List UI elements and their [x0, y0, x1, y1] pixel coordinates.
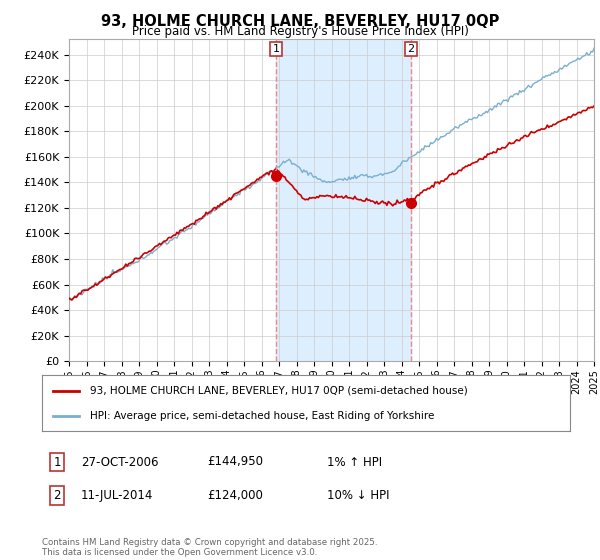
Text: 93, HOLME CHURCH LANE, BEVERLEY, HU17 0QP (semi-detached house): 93, HOLME CHURCH LANE, BEVERLEY, HU17 0Q…: [89, 386, 467, 396]
Text: 2: 2: [407, 44, 415, 54]
Text: £144,950: £144,950: [207, 455, 263, 469]
Text: HPI: Average price, semi-detached house, East Riding of Yorkshire: HPI: Average price, semi-detached house,…: [89, 410, 434, 421]
Text: 11-JUL-2014: 11-JUL-2014: [81, 489, 154, 502]
Text: 10% ↓ HPI: 10% ↓ HPI: [327, 489, 389, 502]
Bar: [276, 39, 411, 361]
Text: £124,000: £124,000: [207, 489, 263, 502]
Text: 1: 1: [53, 455, 61, 469]
Text: Price paid vs. HM Land Registry's House Price Index (HPI): Price paid vs. HM Land Registry's House …: [131, 25, 469, 38]
Text: 93, HOLME CHURCH LANE, BEVERLEY, HU17 0QP: 93, HOLME CHURCH LANE, BEVERLEY, HU17 0Q…: [101, 14, 499, 29]
Text: 2: 2: [53, 489, 61, 502]
Text: 1: 1: [272, 44, 280, 54]
Text: Contains HM Land Registry data © Crown copyright and database right 2025.
This d: Contains HM Land Registry data © Crown c…: [42, 538, 377, 557]
Text: 1% ↑ HPI: 1% ↑ HPI: [327, 455, 382, 469]
Text: 27-OCT-2006: 27-OCT-2006: [81, 455, 158, 469]
